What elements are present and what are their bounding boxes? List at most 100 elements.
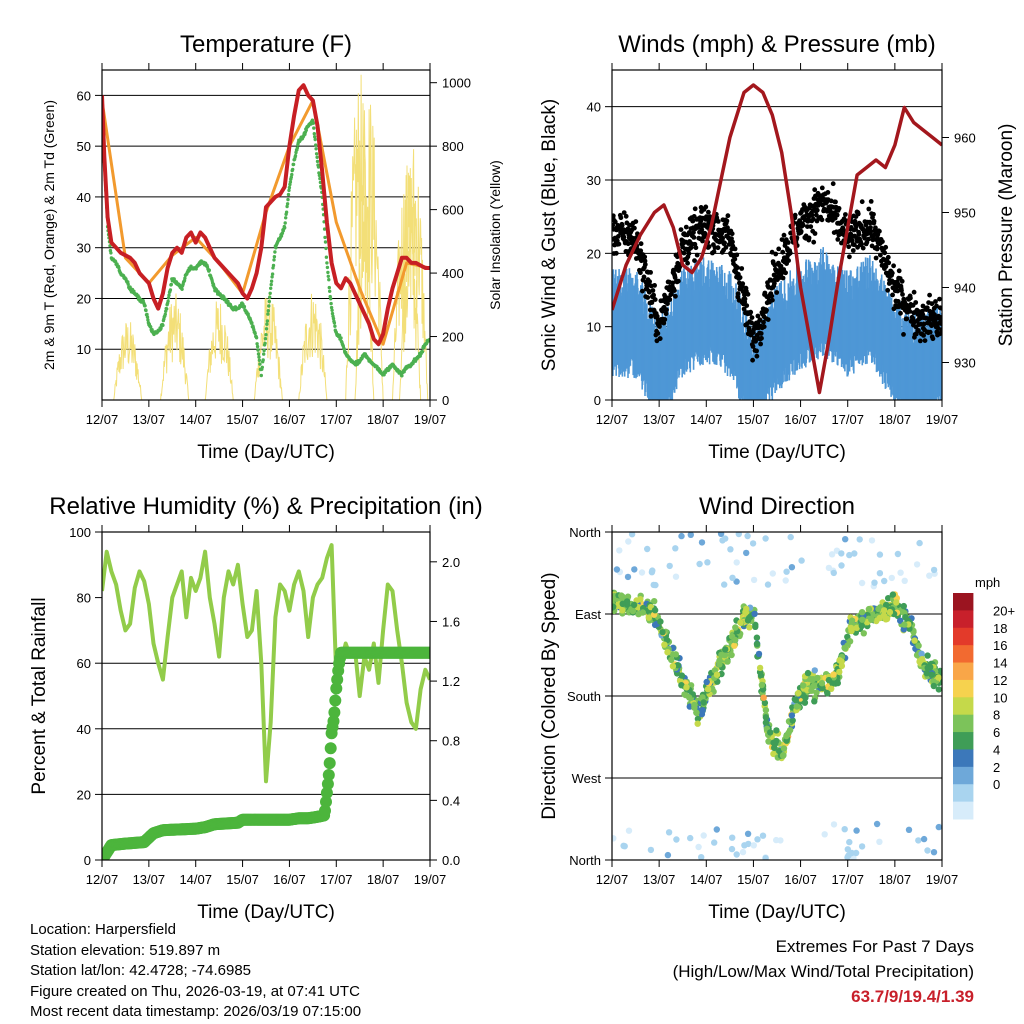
wind-gust-point: [786, 258, 791, 263]
dewpoint-point: [323, 240, 328, 244]
extremes-title: Extremes For Past 7 Days: [775, 937, 974, 956]
wind-direction-point: [741, 842, 748, 849]
wind-direction-point: [693, 709, 700, 716]
wind-gust-point: [800, 222, 806, 228]
wind-gust-point: [867, 220, 873, 226]
winds-ylabel-left: Sonic Wind & Gust (Blue, Black): [539, 99, 560, 371]
wind-gust-point: [889, 270, 895, 276]
colorbar-label: 18: [993, 621, 1007, 636]
wind-direction-point: [809, 676, 817, 683]
y-tick-label-right: 800: [442, 139, 464, 154]
dewpoint-point: [260, 365, 264, 369]
wind-direction-point: [770, 739, 777, 746]
temperature-chart: Temperature (F) Time (Day/UTC) 12/07 13/07 1…: [41, 31, 503, 463]
y-tick-label: 30: [587, 173, 601, 188]
wind-direction-point: [897, 569, 904, 576]
wind-gust-point: [927, 292, 932, 298]
wind-direction-point: [842, 536, 849, 543]
humidity-plot-area: [102, 543, 430, 860]
wind-gust-point: [927, 329, 933, 335]
temperature-plot-area: [102, 74, 430, 400]
wind-direction-point: [885, 595, 892, 602]
dewpoint-point: [180, 287, 184, 291]
humidity-xlabel: Time (Day/UTC): [197, 902, 335, 923]
wind-gust-point: [774, 290, 780, 295]
wind-gust-point: [917, 338, 923, 344]
wind-gust-point: [623, 213, 629, 219]
dewpoint-point: [332, 321, 337, 325]
wind-gust-point: [859, 241, 864, 247]
y-tick-label: East: [575, 607, 601, 622]
wind_direction-chart: Wind Direction Time (Day/UTC) mph 20+ 18 16 14…: [539, 493, 1015, 923]
wind-gust-point: [769, 249, 775, 255]
y-tick-label-right: 0.8: [442, 734, 460, 749]
wind-direction-point: [846, 638, 854, 645]
wind-direction-point: [729, 574, 736, 581]
wind-direction-point: [657, 618, 664, 625]
dewpoint-point: [304, 128, 308, 132]
dewpoint-point: [250, 321, 254, 325]
wind-gust-point: [819, 185, 825, 191]
wind-gust-point: [874, 246, 880, 252]
wind-gust-point: [725, 213, 731, 219]
wind-gust-point: [730, 239, 735, 245]
elevation-text: Station elevation: 519.897 m: [30, 941, 221, 959]
dewpoint-point: [145, 312, 149, 317]
wind-direction-point: [762, 855, 769, 860]
dewpoint-point: [326, 270, 330, 275]
wind-direction-point: [713, 826, 720, 833]
colorbar-label: 10: [993, 690, 1007, 705]
solar-insolation-line: [204, 301, 234, 400]
wind-direction-point: [753, 634, 761, 641]
x-tick-label: 14/07: [179, 412, 212, 427]
y-tick-label: 40: [587, 100, 601, 115]
wind-gust-point: [814, 212, 819, 218]
wind-gust-point: [691, 230, 696, 235]
dewpoint-point: [287, 188, 291, 193]
wind-gust-point: [939, 305, 942, 311]
dewpoint-point: [269, 286, 273, 290]
wind-direction-point: [858, 843, 866, 850]
y-tick-label: North: [569, 525, 601, 540]
wind-direction-point: [644, 545, 651, 553]
wind-direction-point: [625, 827, 633, 834]
dewpoint-point: [269, 282, 273, 287]
wind-gust-point: [625, 226, 631, 232]
extremes-box: Extremes For Past 7 Days (High/Low/Max W…: [673, 934, 974, 1009]
wind_direction-plot-area: [612, 532, 942, 860]
wind-direction-point: [612, 604, 616, 611]
x-tick-label: 19/07: [926, 872, 959, 887]
dewpoint-point: [264, 327, 269, 331]
y-tick-label: 100: [69, 525, 91, 540]
dewpoint-point: [328, 289, 332, 293]
wind-direction-point: [760, 694, 767, 701]
humidity-chart: Relative Humidity (%) & Precipitation (i…: [29, 493, 483, 923]
wind-direction-point: [754, 836, 761, 843]
wind-gust-point: [742, 296, 748, 302]
wind-gust-point: [825, 190, 831, 195]
wind-gust-point: [901, 332, 906, 337]
precip-point: [322, 769, 335, 781]
dewpoint-point: [166, 299, 170, 303]
wind-gust-point: [638, 248, 644, 254]
dewpoint-point: [258, 362, 262, 366]
wind-direction-point: [669, 651, 676, 658]
wind-gust-point: [621, 210, 627, 216]
wind-direction-point: [846, 551, 853, 559]
wind-gust-point: [873, 225, 878, 231]
dewpoint-point: [329, 297, 333, 301]
dewpoint-point: [267, 304, 271, 308]
wind-gust-point: [922, 338, 928, 343]
wind-direction-point: [789, 717, 796, 724]
wind-gust-point: [830, 181, 836, 187]
wind-direction-point: [935, 823, 942, 831]
x-tick-label: 13/07: [133, 872, 166, 887]
wind-gust-point: [904, 316, 910, 322]
wind-direction-point: [673, 836, 680, 843]
wind-direction-point: [752, 623, 759, 630]
wind-direction-point: [923, 670, 930, 677]
wind-direction-point: [915, 642, 922, 649]
wind-direction-point: [916, 539, 923, 547]
wind-direction-point: [700, 832, 707, 839]
wind-direction-point: [661, 641, 668, 648]
